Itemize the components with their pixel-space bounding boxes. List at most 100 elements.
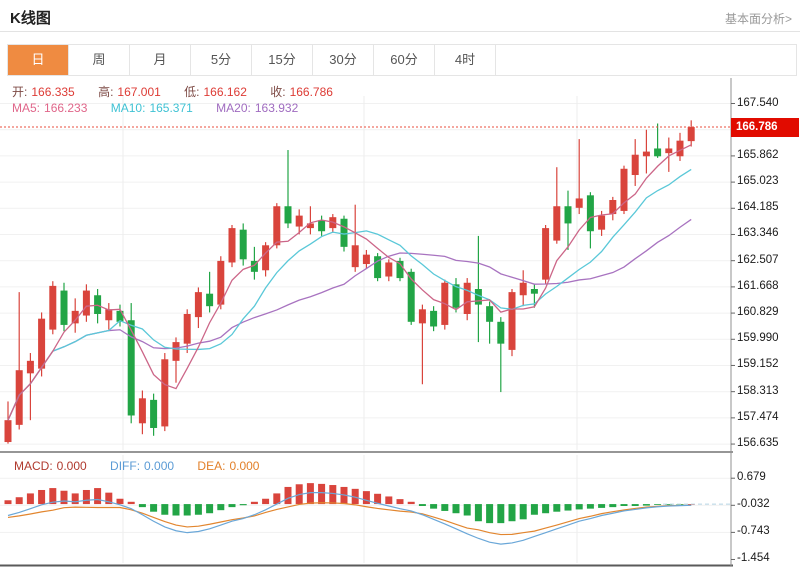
macd-bar bbox=[127, 501, 135, 505]
candle bbox=[82, 284, 90, 322]
current-price-tag: 166.786 bbox=[731, 118, 799, 137]
candle bbox=[687, 120, 695, 147]
macd-bar bbox=[407, 501, 415, 505]
macd-bar bbox=[318, 483, 326, 505]
candle bbox=[150, 393, 158, 436]
candle bbox=[665, 137, 673, 172]
candle bbox=[295, 209, 303, 235]
macd-bar bbox=[564, 504, 572, 511]
candle bbox=[262, 242, 270, 277]
close-value: 166.786 bbox=[289, 85, 333, 99]
macd-bar bbox=[15, 497, 23, 505]
fundamental-analysis-link[interactable]: 基本面分析> bbox=[724, 12, 792, 26]
candle bbox=[396, 257, 404, 282]
candle bbox=[116, 304, 124, 327]
macd-axis-label: -0.743 bbox=[737, 525, 770, 538]
tab-15min[interactable]: 15分 bbox=[252, 45, 313, 75]
macd-bar bbox=[172, 504, 180, 516]
dea-value: 0.000 bbox=[229, 459, 260, 473]
macd-bar bbox=[631, 504, 639, 506]
candle bbox=[407, 268, 415, 325]
price-axis-label: 165.862 bbox=[737, 148, 779, 161]
tab-4hour[interactable]: 4时 bbox=[435, 45, 496, 75]
candle bbox=[4, 401, 12, 444]
candle bbox=[497, 317, 505, 393]
macd-bar bbox=[250, 501, 258, 505]
candle bbox=[474, 235, 482, 343]
macd-label: MACD: bbox=[14, 459, 53, 473]
open-value: 166.335 bbox=[31, 85, 75, 99]
diff-label: DIFF: bbox=[110, 459, 141, 473]
tab-5min[interactable]: 5分 bbox=[191, 45, 252, 75]
candle bbox=[676, 132, 684, 161]
macd-bar bbox=[474, 504, 482, 522]
macd-bar bbox=[486, 504, 494, 524]
macd-bar bbox=[665, 504, 673, 505]
macd-bar bbox=[385, 496, 393, 505]
macd-bar bbox=[26, 493, 34, 505]
price-axis-label: 160.829 bbox=[737, 306, 779, 319]
macd-bar bbox=[194, 504, 202, 515]
macd-bar bbox=[49, 488, 57, 505]
macd-bar bbox=[609, 504, 617, 508]
price-axis-label: 164.185 bbox=[737, 201, 779, 214]
candle bbox=[362, 249, 370, 269]
candle bbox=[575, 139, 583, 215]
macd-bar bbox=[329, 485, 337, 505]
tab-month[interactable]: 月 bbox=[130, 45, 191, 75]
timeframe-tabbar: 日周月 5分 15分 30分 60分 4时 bbox=[7, 44, 797, 76]
bottom-border bbox=[0, 564, 733, 567]
tab-week[interactable]: 周 bbox=[69, 45, 130, 75]
macd-bar bbox=[620, 504, 628, 506]
tab-60min[interactable]: 60分 bbox=[374, 45, 435, 75]
macd-bar bbox=[273, 493, 281, 505]
price-axis-label: 158.313 bbox=[737, 384, 779, 397]
tab-day[interactable]: 日 bbox=[8, 45, 69, 75]
low-label: 低: bbox=[184, 85, 200, 99]
price-axis-label: 161.668 bbox=[737, 279, 779, 292]
macd-bar bbox=[4, 500, 12, 505]
macd-bar bbox=[228, 504, 236, 508]
candle bbox=[586, 192, 594, 249]
candle bbox=[430, 306, 438, 332]
macd-bar bbox=[542, 504, 550, 514]
candle bbox=[418, 304, 426, 385]
ma-row: MA5: 166.233 MA10: 165.371 MA20: 163.932 bbox=[12, 101, 302, 115]
ma10-value: 165.371 bbox=[149, 101, 193, 115]
candle bbox=[631, 139, 639, 186]
dea-label: DEA: bbox=[197, 459, 226, 473]
candle bbox=[60, 282, 68, 332]
open-label: 开: bbox=[12, 85, 28, 99]
candle bbox=[239, 223, 247, 266]
tab-30min[interactable]: 30分 bbox=[313, 45, 374, 75]
candle bbox=[306, 206, 314, 235]
price-axis-label: 159.990 bbox=[737, 332, 779, 345]
macd-bar bbox=[262, 498, 270, 505]
candle bbox=[38, 312, 46, 377]
macd-bar bbox=[586, 504, 594, 509]
candle bbox=[138, 390, 146, 435]
macd-bar bbox=[575, 504, 583, 510]
macd-bar bbox=[519, 504, 527, 520]
ma10-line bbox=[7, 168, 692, 421]
candle bbox=[26, 353, 34, 421]
header-divider bbox=[0, 31, 800, 32]
candle bbox=[105, 303, 113, 330]
macd-bar bbox=[284, 486, 292, 505]
page-title: K线图 bbox=[10, 10, 51, 27]
panel-separator bbox=[0, 451, 733, 453]
macd-bar bbox=[183, 504, 191, 516]
macd-bar bbox=[642, 504, 650, 506]
macd-bar bbox=[217, 504, 225, 511]
macd-bar bbox=[553, 504, 561, 512]
candle bbox=[194, 287, 202, 329]
low-value: 166.162 bbox=[203, 85, 247, 99]
macd-bar bbox=[138, 504, 146, 508]
price-axis-label: 156.635 bbox=[737, 437, 779, 450]
macd-bar bbox=[452, 504, 460, 514]
macd-bar bbox=[598, 504, 606, 508]
ma20-line bbox=[7, 218, 692, 421]
candle bbox=[284, 150, 292, 229]
